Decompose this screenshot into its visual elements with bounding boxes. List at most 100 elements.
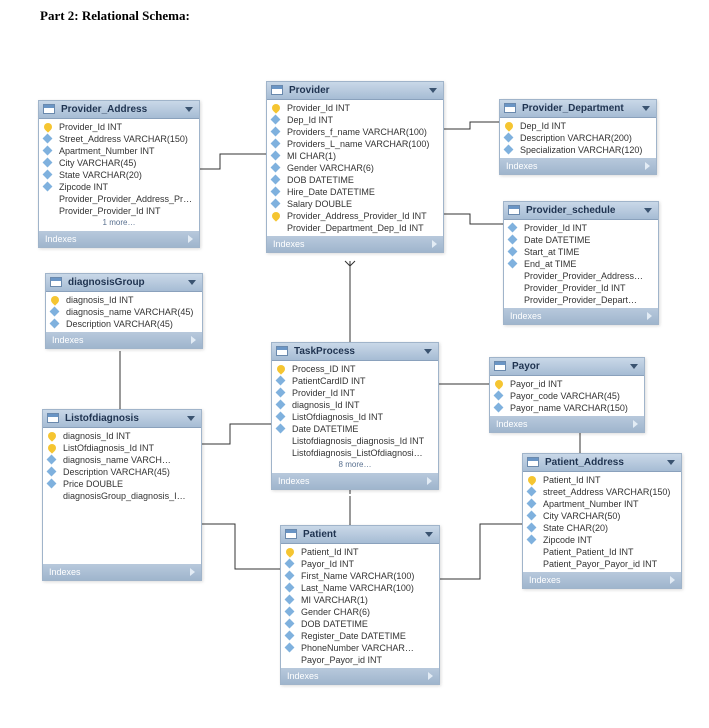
column[interactable]: Date DATETIME xyxy=(504,234,658,246)
more-indicator[interactable]: 8 more… xyxy=(272,459,438,471)
column[interactable]: diagnosis_Id INT xyxy=(43,430,201,442)
collapse-icon[interactable] xyxy=(185,107,193,112)
column[interactable]: Payor_id INT xyxy=(490,378,644,390)
column[interactable]: State CHAR(20) xyxy=(523,522,681,534)
expand-icon[interactable] xyxy=(190,568,195,576)
column[interactable]: Payor_code VARCHAR(45) xyxy=(490,390,644,402)
entity-header[interactable]: Patient xyxy=(281,526,439,544)
indexes-section[interactable]: Indexes xyxy=(46,332,202,348)
column[interactable]: MI VARCHAR(1) xyxy=(281,594,439,606)
entity-header[interactable]: TaskProcess xyxy=(272,343,438,361)
entity-diagnosis_group[interactable]: diagnosisGroupdiagnosis_Id INTdiagnosis_… xyxy=(45,273,203,349)
expand-icon[interactable] xyxy=(191,336,196,344)
column[interactable]: End_at TIME xyxy=(504,258,658,270)
column[interactable]: State VARCHAR(20) xyxy=(39,169,199,181)
column[interactable]: Payor_Id INT xyxy=(281,558,439,570)
collapse-icon[interactable] xyxy=(667,460,675,465)
collapse-icon[interactable] xyxy=(642,106,650,111)
entity-header[interactable]: Payor xyxy=(490,358,644,376)
indexes-section[interactable]: Indexes xyxy=(267,236,443,252)
column[interactable]: Start_at TIME xyxy=(504,246,658,258)
column[interactable]: DOB DATETIME xyxy=(281,618,439,630)
column[interactable]: PhoneNumber VARCHAR… xyxy=(281,642,439,654)
entity-header[interactable]: diagnosisGroup xyxy=(46,274,202,292)
collapse-icon[interactable] xyxy=(187,416,195,421)
column[interactable]: Dep_Id INT xyxy=(500,120,656,132)
more-indicator[interactable]: 1 more… xyxy=(39,217,199,229)
column[interactable]: Gender VARCHAR(6) xyxy=(267,162,443,174)
column[interactable]: Provider_Department_Dep_Id INT xyxy=(267,222,443,234)
column[interactable]: Patient_Patient_Id INT xyxy=(523,546,681,558)
column[interactable]: Provider_Provider_Id INT xyxy=(39,205,199,217)
indexes-section[interactable]: Indexes xyxy=(504,308,658,324)
indexes-section[interactable]: Indexes xyxy=(39,231,199,247)
indexes-section[interactable]: Indexes xyxy=(43,564,201,580)
collapse-icon[interactable] xyxy=(429,88,437,93)
expand-icon[interactable] xyxy=(647,312,652,320)
column[interactable]: Date DATETIME xyxy=(272,423,438,435)
column[interactable]: Providers_L_name VARCHAR(100) xyxy=(267,138,443,150)
indexes-section[interactable]: Indexes xyxy=(523,572,681,588)
collapse-icon[interactable] xyxy=(188,280,196,285)
column[interactable]: Dep_Id INT xyxy=(267,114,443,126)
column[interactable]: street_Address VARCHAR(150) xyxy=(523,486,681,498)
column[interactable]: Apartment_Number INT xyxy=(523,498,681,510)
column[interactable]: Patient_Id INT xyxy=(523,474,681,486)
collapse-icon[interactable] xyxy=(630,364,638,369)
column[interactable]: diagnosis_name VARCH… xyxy=(43,454,201,466)
expand-icon[interactable] xyxy=(645,162,650,170)
column[interactable]: Provider_Id INT xyxy=(272,387,438,399)
column[interactable]: Provider_Provider_Depart… xyxy=(504,294,658,306)
column[interactable]: Apartment_Number INT xyxy=(39,145,199,157)
indexes-section[interactable]: Indexes xyxy=(281,668,439,684)
column[interactable]: ListOfdiagnosis_Id INT xyxy=(272,411,438,423)
expand-icon[interactable] xyxy=(428,672,433,680)
column[interactable]: Provider_Provider_Id INT xyxy=(504,282,658,294)
column[interactable]: Provider_Provider_Address… xyxy=(504,270,658,282)
column[interactable]: DOB DATETIME xyxy=(267,174,443,186)
column[interactable]: Patient_Id INT xyxy=(281,546,439,558)
column[interactable]: Process_ID INT xyxy=(272,363,438,375)
entity-header[interactable]: Listofdiagnosis xyxy=(43,410,201,428)
column[interactable]: diagnosis_name VARCHAR(45) xyxy=(46,306,202,318)
column[interactable]: diagnosisGroup_diagnosis_I… xyxy=(43,490,201,502)
entity-provider_department[interactable]: Provider_DepartmentDep_Id INTDescription… xyxy=(499,99,657,175)
entity-task_process[interactable]: TaskProcessProcess_ID INTPatientCardID I… xyxy=(271,342,439,490)
column[interactable]: diagnosis_Id INT xyxy=(272,399,438,411)
column[interactable]: Street_Address VARCHAR(150) xyxy=(39,133,199,145)
column[interactable]: Providers_f_name VARCHAR(100) xyxy=(267,126,443,138)
column[interactable]: MI CHAR(1) xyxy=(267,150,443,162)
column[interactable]: Listofdiagnosis_diagnosis_Id INT xyxy=(272,435,438,447)
entity-patient_address[interactable]: Patient_Address Patient_Id INTstreet_Addr… xyxy=(522,453,682,589)
column[interactable]: Register_Date DATETIME xyxy=(281,630,439,642)
expand-icon[interactable] xyxy=(432,240,437,248)
entity-header[interactable]: Provider xyxy=(267,82,443,100)
column[interactable]: Last_Name VARCHAR(100) xyxy=(281,582,439,594)
collapse-icon[interactable] xyxy=(644,208,652,213)
entity-payor[interactable]: Payor Payor_id INTPayor_code VARCHAR(45)P… xyxy=(489,357,645,433)
entity-header[interactable]: Patient_Address xyxy=(523,454,681,472)
column[interactable]: Listofdiagnosis_ListOfdiagnosi… xyxy=(272,447,438,459)
entity-listofdiagnosis[interactable]: Listofdiagnosis diagnosis_Id INTListOfdia… xyxy=(42,409,202,581)
column[interactable]: Description VARCHAR(45) xyxy=(46,318,202,330)
expand-icon[interactable] xyxy=(633,420,638,428)
column[interactable]: City VARCHAR(50) xyxy=(523,510,681,522)
column[interactable]: Gender CHAR(6) xyxy=(281,606,439,618)
column[interactable]: Payor_Payor_id INT xyxy=(281,654,439,666)
column[interactable]: Provider_Id INT xyxy=(504,222,658,234)
column[interactable]: Zipcode INT xyxy=(523,534,681,546)
column[interactable]: First_Name VARCHAR(100) xyxy=(281,570,439,582)
column[interactable]: Provider_Id INT xyxy=(267,102,443,114)
column[interactable]: ListOfdiagnosis_Id INT xyxy=(43,442,201,454)
expand-icon[interactable] xyxy=(188,235,193,243)
entity-header[interactable]: Provider_schedule xyxy=(504,202,658,220)
expand-icon[interactable] xyxy=(670,576,675,584)
column[interactable]: Zipcode INT xyxy=(39,181,199,193)
column[interactable]: Payor_name VARCHAR(150) xyxy=(490,402,644,414)
column[interactable]: Price DOUBLE xyxy=(43,478,201,490)
entity-provider[interactable]: ProviderProvider_Id INTDep_Id INTProvide… xyxy=(266,81,444,253)
column[interactable]: Provider_Id INT xyxy=(39,121,199,133)
collapse-icon[interactable] xyxy=(425,532,433,537)
indexes-section[interactable]: Indexes xyxy=(272,473,438,489)
column[interactable]: Provider_Address_Provider_Id INT xyxy=(267,210,443,222)
